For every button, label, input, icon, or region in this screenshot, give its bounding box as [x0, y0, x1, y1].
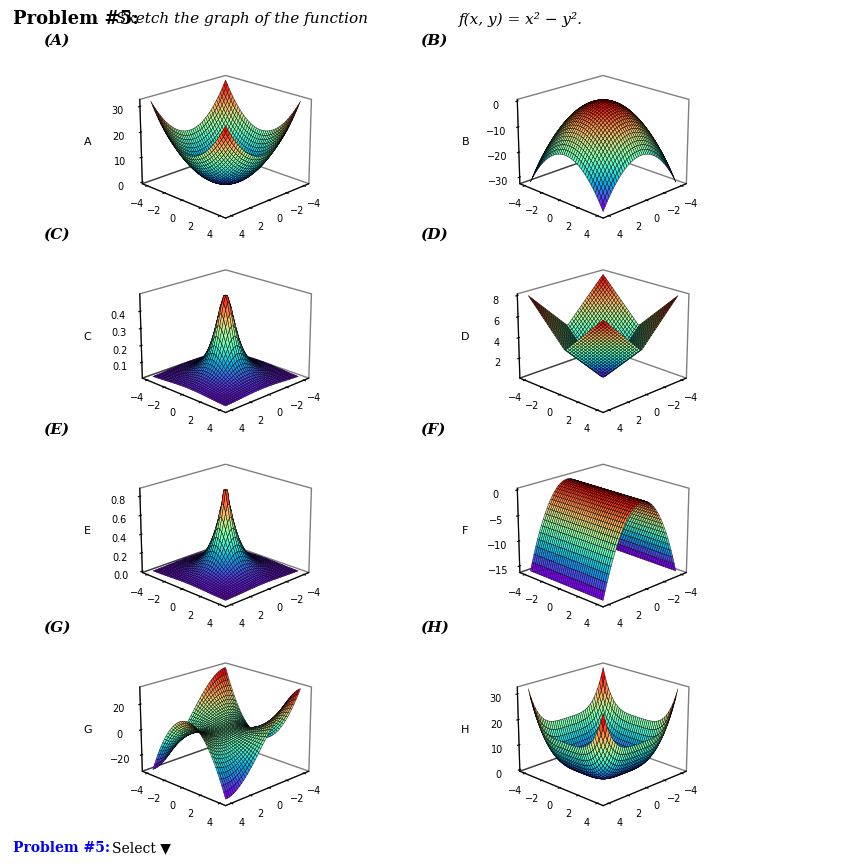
- Text: (D): (D): [420, 228, 448, 242]
- Text: Select ▼: Select ▼: [112, 842, 171, 855]
- Text: f(x, y) = x² − y².: f(x, y) = x² − y².: [459, 12, 583, 27]
- Text: (F): (F): [420, 422, 446, 436]
- Text: (G): (G): [43, 621, 70, 635]
- Text: Problem #5:: Problem #5:: [13, 842, 110, 855]
- Text: Problem #5:: Problem #5:: [13, 10, 139, 29]
- Text: (B): (B): [420, 34, 448, 48]
- Text: (H): (H): [420, 621, 450, 635]
- Text: Sketch the graph of the function: Sketch the graph of the function: [116, 12, 372, 27]
- Text: (A): (A): [43, 34, 69, 48]
- Text: (C): (C): [43, 228, 69, 242]
- Text: (E): (E): [43, 422, 69, 436]
